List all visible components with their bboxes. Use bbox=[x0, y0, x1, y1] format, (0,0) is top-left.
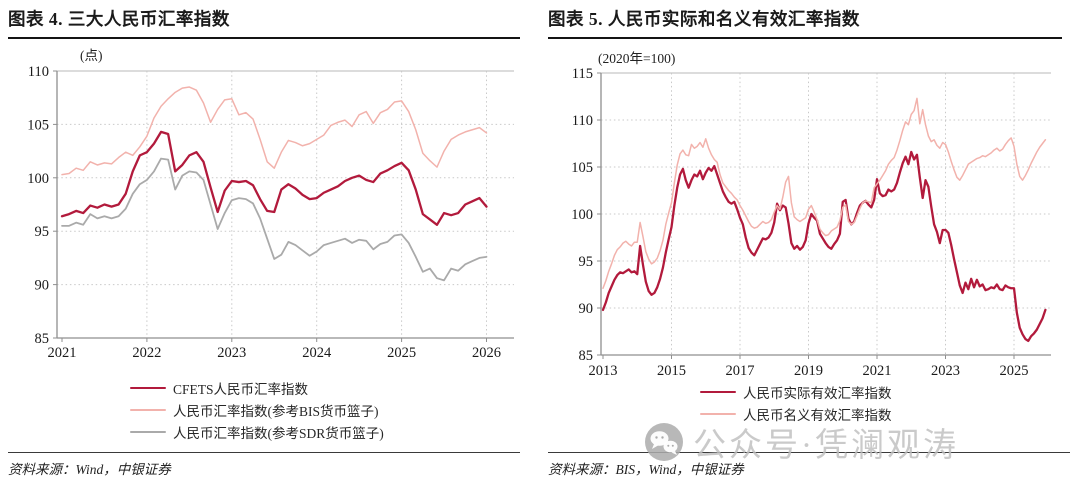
svg-text:105: 105 bbox=[27, 117, 49, 133]
svg-text:2022: 2022 bbox=[132, 345, 161, 361]
chart4-plot-area: 85 90 95 100 105 110 2021 2022 2023 2024 2025 2026 bbox=[27, 64, 514, 361]
svg-text:100: 100 bbox=[571, 207, 593, 223]
cfets-line-swatch bbox=[130, 386, 166, 390]
chart4-title: 图表 4. 三大人民币汇率指数 bbox=[8, 6, 520, 39]
svg-text:2017: 2017 bbox=[726, 363, 755, 379]
svg-text:110: 110 bbox=[572, 113, 593, 129]
svg-text:110: 110 bbox=[28, 64, 49, 80]
svg-text:105: 105 bbox=[571, 160, 593, 176]
legend-label: CFETS人民币汇率指数 bbox=[173, 382, 309, 397]
svg-text:2015: 2015 bbox=[657, 363, 686, 379]
svg-text:85: 85 bbox=[35, 331, 50, 347]
chart4-source: 资料来源：Wind，中银证券 bbox=[8, 452, 520, 478]
svg-text:2023: 2023 bbox=[217, 345, 246, 361]
svg-text:2021: 2021 bbox=[863, 363, 892, 379]
svg-text:90: 90 bbox=[35, 278, 50, 294]
svg-text:90: 90 bbox=[579, 301, 594, 317]
chart5-legend: 人民币实际有效汇率指数 人民币名义有效汇率指数 bbox=[700, 384, 892, 423]
svg-text:95: 95 bbox=[35, 224, 50, 240]
legend-item: 人民币汇率指数(参考SDR货币篮子) bbox=[130, 424, 384, 441]
svg-text:115: 115 bbox=[572, 66, 593, 82]
svg-text:2013: 2013 bbox=[589, 363, 618, 379]
neer-line-swatch bbox=[700, 413, 736, 415]
legend-label: 人民币汇率指数(参考SDR货币篮子) bbox=[173, 426, 384, 441]
svg-text:2024: 2024 bbox=[302, 345, 332, 361]
legend-item: 人民币汇率指数(参考BIS货币篮子) bbox=[130, 402, 384, 419]
svg-text:2019: 2019 bbox=[794, 363, 823, 379]
legend-label: 人民币汇率指数(参考BIS货币篮子) bbox=[173, 404, 379, 419]
svg-text:100: 100 bbox=[27, 171, 49, 187]
chart5-unit-label: (2020年=100) bbox=[598, 51, 676, 66]
legend-item: CFETS人民币汇率指数 bbox=[130, 380, 384, 397]
svg-text:2025: 2025 bbox=[387, 345, 416, 361]
sdr-line-swatch bbox=[130, 431, 166, 433]
legend-label: 人民币名义有效汇率指数 bbox=[743, 408, 892, 423]
svg-text:2025: 2025 bbox=[1000, 363, 1029, 379]
svg-text:2021: 2021 bbox=[48, 345, 77, 361]
svg-text:95: 95 bbox=[579, 254, 594, 270]
svg-text:85: 85 bbox=[579, 348, 594, 364]
svg-text:2023: 2023 bbox=[931, 363, 960, 379]
legend-item: 人民币实际有效汇率指数 bbox=[700, 384, 892, 401]
chart4-unit-label: (点) bbox=[80, 48, 103, 63]
reer-line-swatch bbox=[700, 390, 736, 394]
chart5-source: 资料来源：BIS，Wind，中银证券 bbox=[548, 452, 1070, 478]
chart5-plot-area: 85 90 95 100 105 110 115 2013 2015 2017 2019 2021 20… bbox=[571, 66, 1051, 379]
chart5-title: 图表 5. 人民币实际和名义有效汇率指数 bbox=[548, 6, 1062, 39]
bis-line-swatch bbox=[130, 409, 166, 411]
legend-item: 人民币名义有效汇率指数 bbox=[700, 406, 892, 423]
legend-label: 人民币实际有效汇率指数 bbox=[743, 386, 892, 401]
svg-text:2026: 2026 bbox=[472, 345, 501, 361]
chart4-legend: CFETS人民币汇率指数 人民币汇率指数(参考BIS货币篮子) 人民币汇率指数(… bbox=[130, 380, 384, 441]
